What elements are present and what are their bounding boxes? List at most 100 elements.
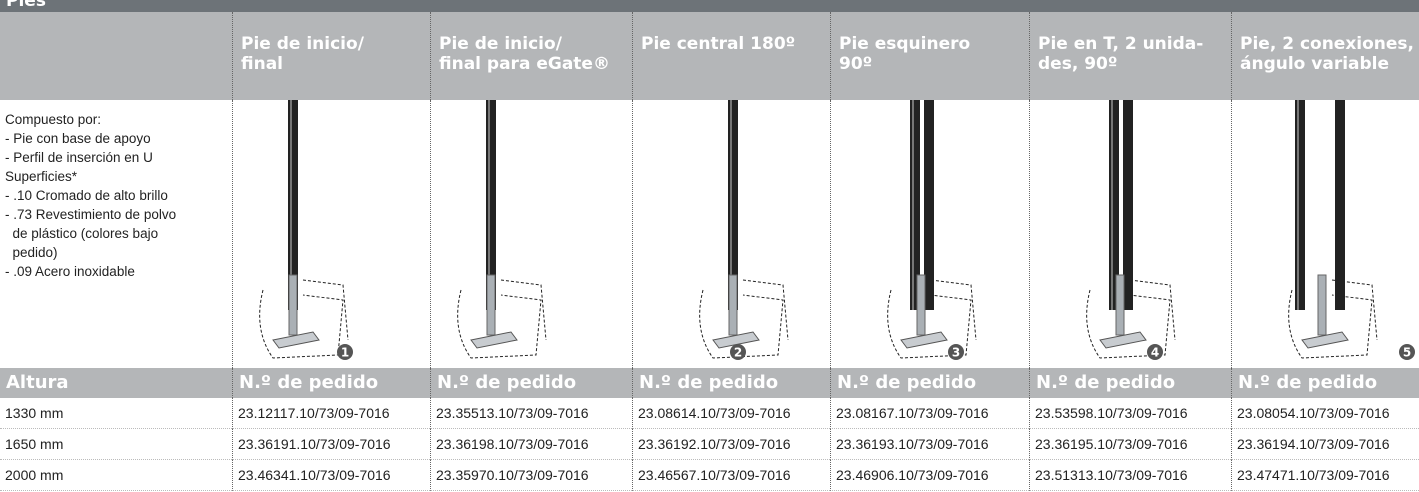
header-line: Pie, 2 conexiones, [1240,34,1415,54]
description: Compuesto por: - Pie con base de apoyo - P… [0,100,232,368]
description-line: Compuesto por: [5,112,102,127]
product-drawing: 4 [1086,100,1176,360]
post [486,100,496,310]
column-header: Pie de inicio/final para eGate® [430,12,632,100]
description-line: Superficies* [5,169,78,184]
table-cell: 23.08167.10/73/09-7016 [830,398,1029,429]
base-plate [900,331,948,349]
table-cell: 1330 mm [0,398,232,429]
outline [1288,279,1378,359]
table-row: 2000 mm 23.46341.10/73/09-7016 23.35970.10… [0,460,1419,491]
description-line: - Pie con base de apoyo [5,131,151,146]
post [1295,100,1305,310]
header-line: des, 90º [1038,54,1118,74]
table-cell: 23.36192.10/73/09-7016 [632,429,830,460]
header-line: Pie de inicio/ [241,34,364,54]
table-cell: 23.51313.10/73/09-7016 [1029,460,1231,491]
table-cell: 23.12117.10/73/09-7016 [232,398,430,429]
table-cell: 23.36194.10/73/09-7016 [1231,429,1419,460]
table-cell: 23.36191.10/73/09-7016 [232,429,430,460]
table-cell: 23.08614.10/73/09-7016 [632,398,830,429]
badge-number: 4 [1151,346,1159,360]
table-cell: 23.36195.10/73/09-7016 [1029,429,1231,460]
post [910,100,920,310]
column-header: Pie en T, 2 unida-des, 90º [1029,12,1231,100]
column-label: N.º de pedido [1231,368,1419,398]
image-cell: 5 [1231,100,1419,368]
product-drawing: 1 [259,100,353,360]
header-line: Pie central 180º [641,34,796,54]
table-cell: 23.46567.10/73/09-7016 [632,460,830,491]
product-drawing: 5 [1288,100,1415,360]
stem [1317,274,1327,336]
column-label: N.º de pedido [430,368,632,398]
description-line: - .73 Revestimiento de polvo [5,207,177,222]
description-line: - Perfil de inserción en U [5,150,153,165]
header-cell [0,12,232,100]
stem [486,274,496,336]
product-drawing [457,100,547,359]
table-header: Altura N.º de pedido N.º de pedido N.º de p… [0,368,1419,398]
table-cell: 23.35513.10/73/09-7016 [430,398,632,429]
post [1123,100,1133,310]
image-cell: 1 [232,100,430,368]
post [924,100,934,310]
badge-number: 2 [734,346,742,360]
badge [1147,344,1163,360]
description-line: - .10 Cromado de alto brillo [5,188,168,203]
column-header: Pie, 2 conexiones, ángulo variable [1231,12,1419,100]
base-plate [272,331,320,349]
table-body: 1330 mm 23.12117.10/73/09-7016 23.35513.10… [0,398,1419,491]
description-line: pedido) [5,245,58,260]
table-row: 1650 mm 23.36191.10/73/09-7016 23.36198.10… [0,429,1419,460]
header-line: final para eGate® [439,54,610,74]
description-line: de plástico (colores bajo [5,226,159,241]
section-bar: Pies [0,0,1419,12]
column-header: Pie de inicio/final [232,12,430,100]
header-line: final [241,54,284,74]
badge [1399,344,1415,360]
header-line: 90º [839,54,873,74]
badge-number: 5 [1403,346,1411,360]
outline [457,279,547,359]
badge-number: 3 [952,346,960,360]
outline [259,279,349,359]
base-plate [712,331,760,349]
post-highlight [290,100,292,310]
image-cell: 4 [1029,100,1231,368]
table-cell: 23.53598.10/73/09-7016 [1029,398,1231,429]
post-highlight [1111,100,1113,310]
section-title: Pies [6,0,46,11]
header-line: Pie en T, 2 unida- [1038,34,1204,54]
table-cell: 23.47471.10/73/09-7016 [1231,460,1419,491]
column-label: N.º de pedido [232,368,430,398]
stem [728,274,738,336]
table-cell: 2000 mm [0,460,232,491]
column-header: Pie esquinero 90º [830,12,1029,100]
column-label: N.º de pedido [830,368,1029,398]
header-line: Pie de inicio/ [439,34,562,54]
badge [337,344,353,360]
stem [1115,274,1125,336]
product-drawing: 2 [699,100,789,360]
post [1109,100,1119,310]
post-highlight [730,100,732,310]
table-cell: 23.46341.10/73/09-7016 [232,460,430,491]
header-line: Pie esquinero [839,34,971,54]
post [728,100,738,310]
post-highlight [912,100,914,310]
outline [887,279,977,359]
table-row: 1330 mm 23.12117.10/73/09-7016 23.35513.10… [0,398,1419,429]
table-cell: 23.08054.10/73/09-7016 [1231,398,1419,429]
outline [699,279,789,359]
header-row: Pie de inicio/final Pie de inicio/final p… [0,12,1419,100]
post-highlight [488,100,490,310]
badge [948,344,964,360]
table-cell: 23.36193.10/73/09-7016 [830,429,1029,460]
base-plate [1301,331,1349,349]
stem [288,274,298,336]
image-cell [430,100,632,368]
header-line: ángulo variable [1240,54,1390,74]
column-label: N.º de pedido [1029,368,1231,398]
